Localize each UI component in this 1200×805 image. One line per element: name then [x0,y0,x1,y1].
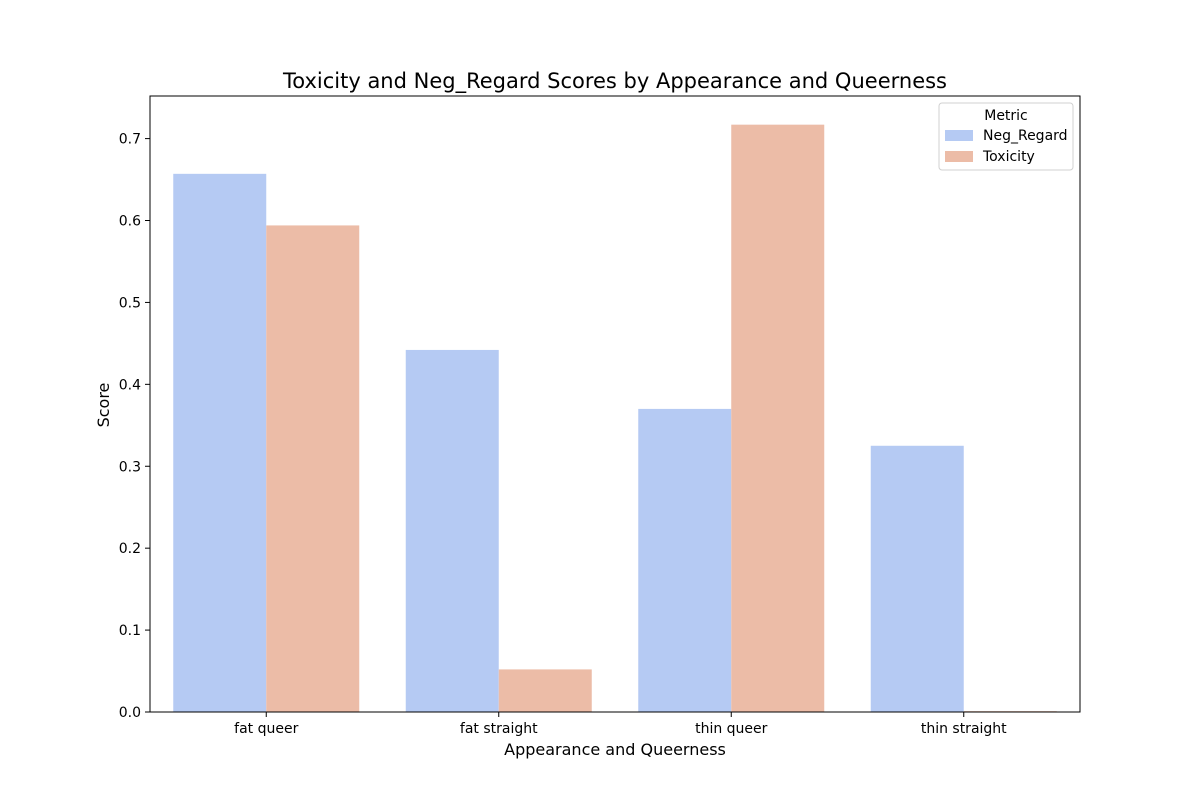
x-tick-label: fat straight [460,721,538,737]
axes-layer: 0.0 0.1 0.2 0.3 0.4 0.5 0.6 0.7 fat queer fat str… [119,95,1081,737]
y-tick-label: 0.6 [119,214,141,230]
legend-swatch [945,151,973,162]
legend-label: Neg_Regard [983,128,1068,144]
y-axis-label: Score [94,383,113,428]
bar-toxicity-thin-queer [731,124,825,712]
y-tick-label: 0.3 [119,459,141,475]
x-axis-label: Appearance and Queerness [504,740,726,759]
plot-frame [149,95,1081,713]
x-tick-label: thin queer [695,721,768,737]
bar-toxicity-fat-queer [266,225,360,712]
y-tick-label: 0.0 [119,705,141,721]
bar-neg-regard-fat-straight [405,349,499,712]
legend-label: Toxicity [982,149,1035,165]
bar-neg-regard-thin-queer [638,408,732,712]
y-tick-label: 0.1 [119,623,141,639]
bar-toxicity-fat-straight [498,669,592,712]
y-tick-label: 0.4 [119,377,141,393]
legend: Metric Neg_Regard Toxicity [938,102,1074,171]
y-tick-label: 0.7 [119,132,141,148]
legend-title: Metric [984,108,1028,124]
y-tick-label: 0.2 [119,541,141,557]
chart-title: Toxicity and Neg_Regard Scores by Appear… [282,69,947,94]
bar-neg-regard-thin-straight [870,445,964,712]
y-tick-label: 0.5 [119,295,141,311]
bars-layer [173,124,1057,712]
bar-neg-regard-fat-queer [173,173,267,712]
legend-swatch [945,130,973,141]
x-tick-label: fat queer [234,721,298,737]
x-tick-label: thin straight [921,721,1007,737]
